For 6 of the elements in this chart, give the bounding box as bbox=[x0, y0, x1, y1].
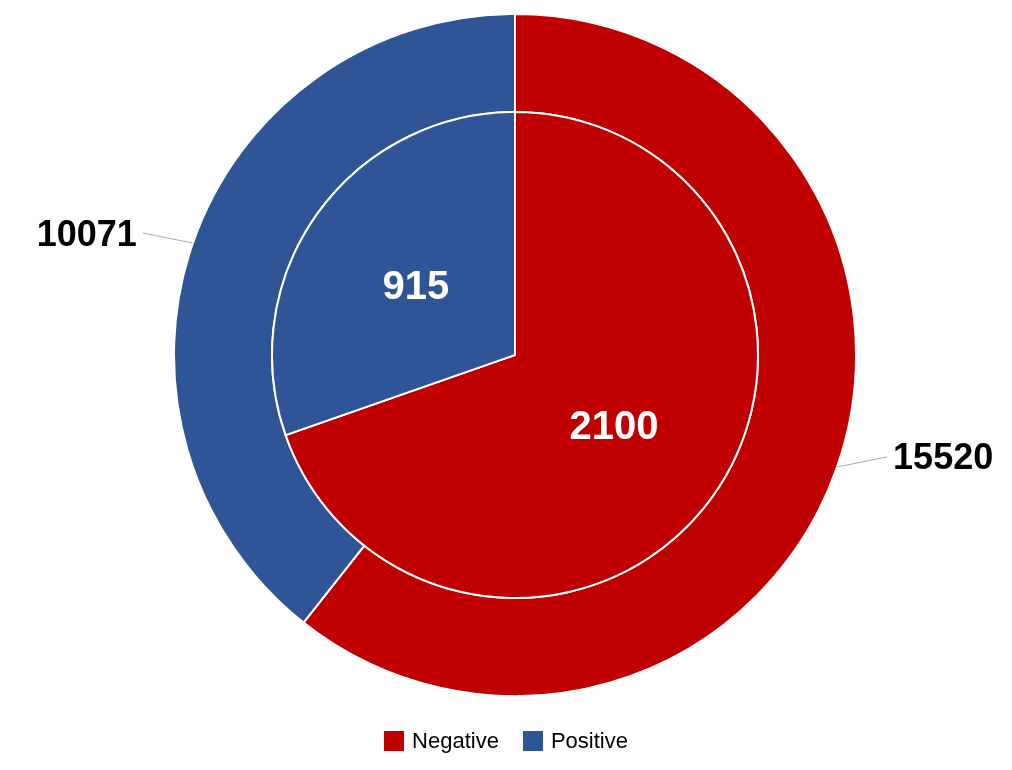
data-label: 915 bbox=[382, 262, 450, 307]
data-label: 10071 bbox=[36, 212, 137, 254]
legend-label: Positive bbox=[550, 728, 628, 754]
legend-label: Negative bbox=[412, 728, 499, 754]
data-label: 15520 bbox=[893, 436, 994, 478]
data-label: 2100 bbox=[569, 403, 659, 448]
